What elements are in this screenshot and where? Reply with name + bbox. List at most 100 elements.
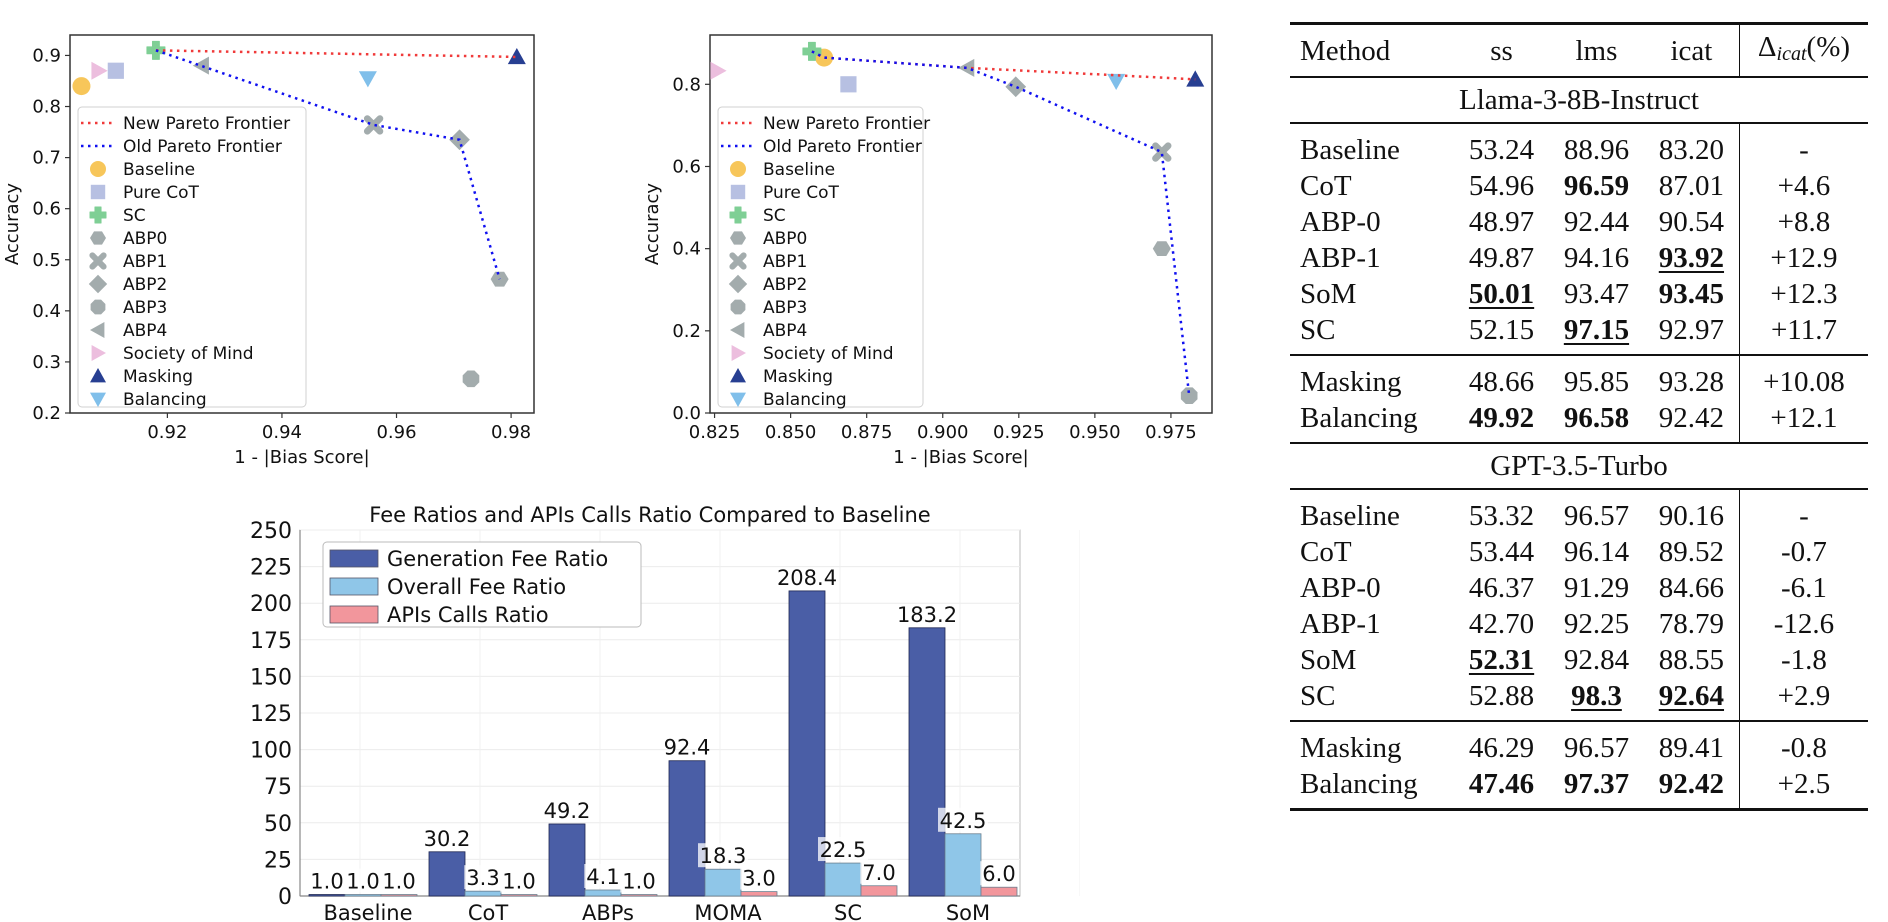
cell-delta-icat: +2.9 [1738, 678, 1868, 722]
cell-lms-value: 96.58 [1563, 402, 1630, 434]
x-tick-label-moma: MOMA [694, 901, 762, 922]
legend-sc-label: SC [123, 206, 146, 226]
cell-lms-value: 88.96 [1563, 134, 1630, 166]
cell-method-value: SC [1300, 680, 1336, 712]
cell-ss: 46.37 [1454, 570, 1549, 606]
cell-icat-value: 88.55 [1658, 644, 1725, 676]
line-old-pareto-frontier [155, 49, 501, 280]
cell-icat: 89.41 [1644, 721, 1740, 766]
cell-delta-icat-value: +12.1 [1770, 402, 1838, 434]
bar-generation-fee-ratio-abps [548, 823, 586, 897]
cell-method: CoT [1290, 534, 1454, 570]
legend-sc-label: SC [763, 206, 786, 226]
cell-icat: 90.54 [1644, 204, 1740, 240]
bar-value-label: 1.0 [502, 870, 535, 894]
legend-overall-fee-ratio-swatch [329, 577, 379, 596]
legend-abp4-label: ABP4 [123, 321, 167, 341]
cell-ss: 46.29 [1454, 721, 1549, 766]
y-tick-label: 0 [278, 885, 292, 910]
bar-label-bg [308, 868, 346, 893]
cell-ss: 47.46 [1454, 766, 1549, 811]
cell-method-value: Masking [1300, 366, 1402, 398]
bar-value-label: 1.0 [622, 870, 655, 894]
bar-value-label: 6.0 [982, 862, 1015, 886]
bar-apis-calls-ratio-abps [620, 894, 658, 897]
cell-delta-icat-value: - [1799, 500, 1809, 532]
cell-delta-icat-value: +4.6 [1777, 170, 1831, 202]
bar-value-label: 183.2 [897, 603, 957, 627]
cell-delta-icat: +8.8 [1738, 204, 1868, 240]
bar-overall-fee-ratio-sc [824, 862, 862, 897]
cell-method-value: Baseline [1300, 134, 1400, 166]
cell-ss-value: 49.92 [1468, 402, 1535, 434]
legend-abp0-label: ABP0 [763, 229, 807, 249]
cell-icat-value: 89.52 [1658, 536, 1725, 568]
legend-abp4-marker [90, 322, 105, 338]
cell-ss-value: 52.31 [1468, 644, 1535, 676]
y-tick-label: 125 [250, 702, 292, 727]
legend-old-pareto-frontier-label: Old Pareto Frontier [123, 137, 282, 157]
bar-generation-fee-ratio-baseline [308, 894, 346, 897]
cell-delta-icat: - [1738, 123, 1868, 168]
bar-value-label: 22.5 [820, 838, 867, 862]
cell-method: ABP-1 [1290, 606, 1454, 642]
cell-icat: 93.92 [1644, 240, 1740, 276]
scatter-legend: New Pareto Frontier Old Pareto Frontier Ba… [77, 106, 307, 410]
cell-method: Baseline [1290, 123, 1454, 168]
cell-method: ABP-0 [1290, 204, 1454, 240]
cell-ss-value: 54.96 [1468, 170, 1535, 202]
header-delta-icat: Δicat(%) [1738, 22, 1868, 78]
table-row: SoM 52.31 92.84 88.55 -1.8 [1290, 642, 1868, 678]
legend-abp3-label: ABP3 [123, 298, 167, 318]
bar-label-bg [740, 865, 778, 890]
legend-sc-marker [89, 206, 107, 224]
y-tick-label: 0.6 [32, 199, 61, 220]
cell-method: SoM [1290, 642, 1454, 678]
cell-lms-value: 97.37 [1563, 768, 1630, 800]
y-tick-label: 0.0 [672, 403, 701, 424]
cell-icat-value: 92.42 [1658, 402, 1725, 434]
cell-delta-icat-value: - [1799, 134, 1809, 166]
cell-icat: 93.28 [1644, 355, 1740, 400]
delta-subscript: icat [1776, 43, 1807, 65]
point-society-of-mind [710, 61, 727, 80]
group-header-row: Llama-3-8B-Instruct [1290, 77, 1868, 124]
cell-lms-value: 98.3 [1571, 680, 1622, 712]
y-tick-label: 175 [250, 629, 292, 654]
bar-label-bg [980, 861, 1018, 886]
cell-lms-value: 92.44 [1563, 206, 1630, 238]
legend-abp3-label: ABP3 [763, 298, 807, 318]
cell-icat-value: 93.92 [1658, 242, 1725, 274]
cell-method: Masking [1290, 721, 1454, 766]
cell-icat: 84.66 [1644, 570, 1740, 606]
bar-legend: Generation Fee Ratio Overall Fee Ratio API… [322, 541, 642, 628]
bar-value-label: 92.4 [664, 736, 711, 760]
bar-apis-calls-ratio-baseline [380, 894, 418, 897]
table-row: Masking 46.29 96.57 89.41 -0.8 [1290, 721, 1868, 766]
cell-method-value: ABP-0 [1300, 206, 1381, 238]
legend-baseline-marker [90, 161, 106, 177]
legend-generation-fee-ratio-label: Generation Fee Ratio [387, 547, 608, 571]
cell-ss-value: 53.44 [1468, 536, 1535, 568]
legend-abp3-marker [90, 299, 106, 315]
x-tick-label: 0.825 [689, 422, 741, 443]
legend-balancing-marker [90, 392, 106, 407]
y-tick-label: 150 [250, 665, 292, 690]
bar-label-bg [464, 865, 502, 890]
group-header-row: GPT-3.5-Turbo [1290, 443, 1868, 490]
group-title: GPT-3.5-Turbo [1290, 443, 1868, 490]
point-society-of-mind [91, 61, 108, 80]
y-tick-label: 225 [250, 556, 292, 581]
cell-icat: 87.01 [1644, 168, 1740, 204]
point-abp1 [1152, 142, 1172, 162]
x-tick-label-baseline: Baseline [323, 901, 412, 922]
cell-lms-value: 92.25 [1563, 608, 1630, 640]
bar-apis-calls-ratio-cot [500, 894, 538, 897]
legend-abp2-label: ABP2 [123, 275, 167, 295]
bar-apis-calls-ratio-som [980, 886, 1018, 897]
bar-chart-fee-ratios: Fee Ratios and APIs Calls Ratio Compared… [250, 503, 1080, 922]
scatter-legend: New Pareto Frontier Old Pareto Frontier Ba… [717, 106, 930, 410]
cell-delta-icat-value: +10.08 [1763, 366, 1845, 398]
bar-value-label: 18.3 [700, 844, 747, 868]
cell-ss: 42.70 [1454, 606, 1549, 642]
